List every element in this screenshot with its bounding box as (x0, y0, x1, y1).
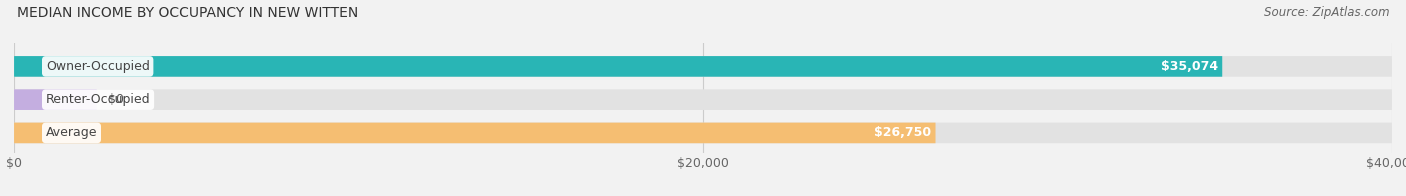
Text: Owner-Occupied: Owner-Occupied (46, 60, 149, 73)
FancyBboxPatch shape (14, 123, 935, 143)
FancyBboxPatch shape (14, 89, 97, 110)
FancyBboxPatch shape (14, 123, 1392, 143)
FancyBboxPatch shape (14, 56, 1222, 77)
Text: $35,074: $35,074 (1161, 60, 1218, 73)
FancyBboxPatch shape (14, 56, 1392, 77)
FancyBboxPatch shape (14, 89, 1392, 110)
Text: Source: ZipAtlas.com: Source: ZipAtlas.com (1264, 6, 1389, 19)
Text: $0: $0 (108, 93, 124, 106)
Text: Average: Average (46, 126, 97, 139)
Text: MEDIAN INCOME BY OCCUPANCY IN NEW WITTEN: MEDIAN INCOME BY OCCUPANCY IN NEW WITTEN (17, 6, 359, 20)
Text: Renter-Occupied: Renter-Occupied (46, 93, 150, 106)
Text: $26,750: $26,750 (875, 126, 931, 139)
